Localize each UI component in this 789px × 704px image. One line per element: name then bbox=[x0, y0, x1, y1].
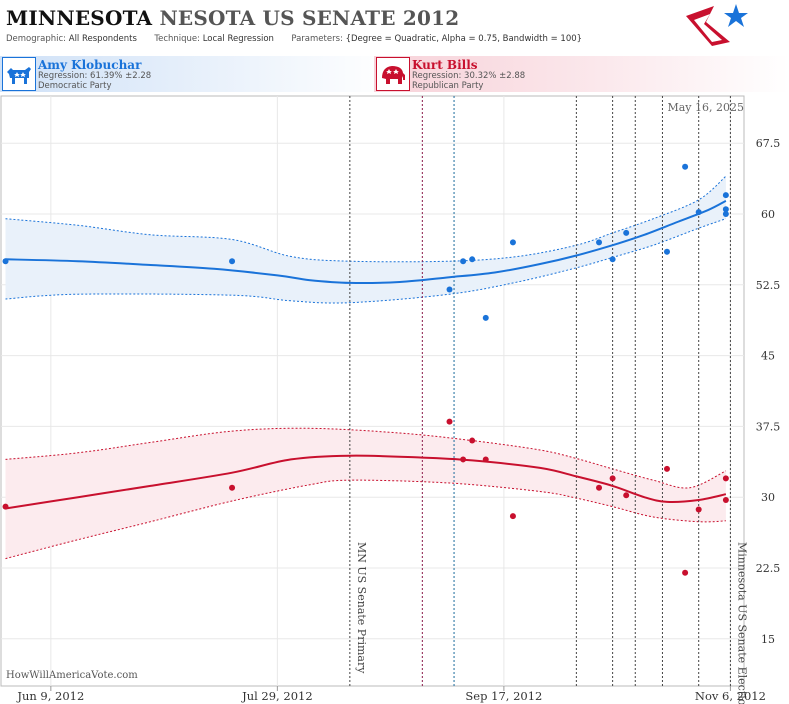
x-tick-label: Jun 9, 2012 bbox=[16, 689, 84, 703]
poll-chart: MN US Senate Primary Minnesota US Senate … bbox=[0, 95, 781, 704]
candidate-bar: Amy Klobuchar Regression: 61.39% ±2.28 D… bbox=[0, 56, 789, 94]
technique-value: Local Regression bbox=[202, 34, 274, 44]
dem-regression: Regression: 61.39% ±2.28 bbox=[38, 71, 152, 81]
event-label: Minnesota US Senate Election bbox=[735, 542, 748, 704]
rep-lower-bound bbox=[5, 479, 726, 560]
dem-upper-bound bbox=[5, 175, 727, 263]
dem-poll-point bbox=[609, 256, 616, 263]
y-tick-label: 60 bbox=[761, 208, 775, 221]
elephant-icon bbox=[376, 57, 410, 91]
candidate-dem[interactable]: Amy Klobuchar Regression: 61.39% ±2.28 D… bbox=[0, 56, 390, 92]
page-title: MINNESOTA NESOTA US SENATE 2012 bbox=[6, 6, 459, 30]
y-tick-label: 37.5 bbox=[756, 420, 781, 433]
rep-poll-point bbox=[663, 465, 670, 472]
dem-poll-point bbox=[722, 192, 729, 199]
dem-poll-point bbox=[682, 163, 689, 170]
dem-poll-point bbox=[722, 206, 729, 213]
rep-party: Republican Party bbox=[412, 81, 484, 91]
dem-poll-point bbox=[446, 286, 453, 293]
rep-poll-point bbox=[623, 492, 630, 499]
header: MINNESOTA NESOTA US SENATE 2012 Demograp… bbox=[0, 0, 789, 50]
y-tick-label: 22.5 bbox=[756, 562, 781, 575]
rep-poll-point bbox=[722, 497, 729, 504]
candidate-rep[interactable]: Kurt Bills Regression: 30.32% ±2.88 Repu… bbox=[374, 56, 789, 92]
dem-trend-line bbox=[5, 200, 727, 285]
rep-candidate-name: Kurt Bills bbox=[412, 58, 478, 72]
dem-poll-point bbox=[623, 229, 630, 236]
title-race: NESOTA US SENATE 2012 bbox=[159, 6, 460, 30]
rep-poll-point bbox=[682, 569, 689, 576]
rep-poll-point bbox=[482, 456, 489, 463]
dem-poll-point bbox=[663, 248, 670, 255]
rep-poll-point bbox=[695, 506, 702, 513]
rep-poll-point bbox=[609, 475, 616, 482]
date-stamp: May 16, 2025 bbox=[667, 101, 744, 114]
rep-poll-point bbox=[446, 418, 453, 425]
dem-poll-point bbox=[2, 258, 9, 265]
dem-poll-point bbox=[509, 239, 516, 246]
dem-confidence-band bbox=[5, 176, 726, 304]
rep-upper-bound bbox=[5, 427, 727, 489]
y-tick-label: 30 bbox=[761, 491, 775, 504]
rep-regression: Regression: 30.32% ±2.88 bbox=[412, 71, 526, 81]
x-tick-label: Nov 6, 2012 bbox=[695, 689, 766, 703]
rep-poll-point bbox=[2, 503, 9, 510]
y-tick-label: 67.5 bbox=[756, 137, 781, 150]
x-tick-label: Jul 29, 2012 bbox=[241, 689, 313, 703]
rep-poll-point bbox=[722, 475, 729, 482]
dem-poll-point bbox=[596, 239, 603, 246]
rep-poll-point bbox=[596, 484, 603, 491]
demographic-label: Demographic: bbox=[6, 34, 67, 44]
dem-party: Democratic Party bbox=[38, 81, 112, 91]
plot-frame bbox=[0, 95, 745, 687]
rep-poll-point bbox=[460, 456, 467, 463]
y-tick-label: 52.5 bbox=[756, 279, 781, 292]
rep-poll-point bbox=[469, 437, 476, 444]
dem-poll-point bbox=[482, 314, 489, 321]
x-tick-label: Sep 17, 2012 bbox=[465, 689, 542, 703]
parameters-line: Demographic: All Respondents Technique: … bbox=[6, 34, 582, 44]
y-tick-label: 45 bbox=[761, 350, 775, 363]
watermark[interactable]: HowWillAmericaVote.com bbox=[6, 670, 138, 681]
rep-confidence-band bbox=[5, 428, 726, 559]
parameters-label: Parameters: bbox=[291, 34, 343, 44]
dem-poll-point bbox=[695, 209, 702, 216]
dem-lower-bound bbox=[5, 218, 727, 304]
dem-poll-point bbox=[229, 258, 236, 265]
y-tick-label: 15 bbox=[761, 633, 775, 646]
demographic-value: All Respondents bbox=[68, 34, 137, 44]
dem-poll-point bbox=[722, 211, 729, 217]
rep-poll-point bbox=[509, 513, 516, 520]
dem-poll-point bbox=[460, 258, 467, 265]
parameters-value: {Degree = Quadratic, Alpha = 0.75, Bandw… bbox=[345, 34, 583, 44]
dem-candidate-name: Amy Klobuchar bbox=[38, 58, 142, 72]
site-logo-icon[interactable] bbox=[684, 2, 750, 52]
title-state: MINNESOTA bbox=[6, 6, 153, 30]
technique-label: Technique: bbox=[154, 34, 201, 44]
event-label: MN US Senate Primary bbox=[355, 542, 368, 674]
dem-poll-point bbox=[469, 256, 476, 263]
donkey-icon bbox=[2, 57, 36, 91]
rep-poll-point bbox=[229, 484, 236, 491]
